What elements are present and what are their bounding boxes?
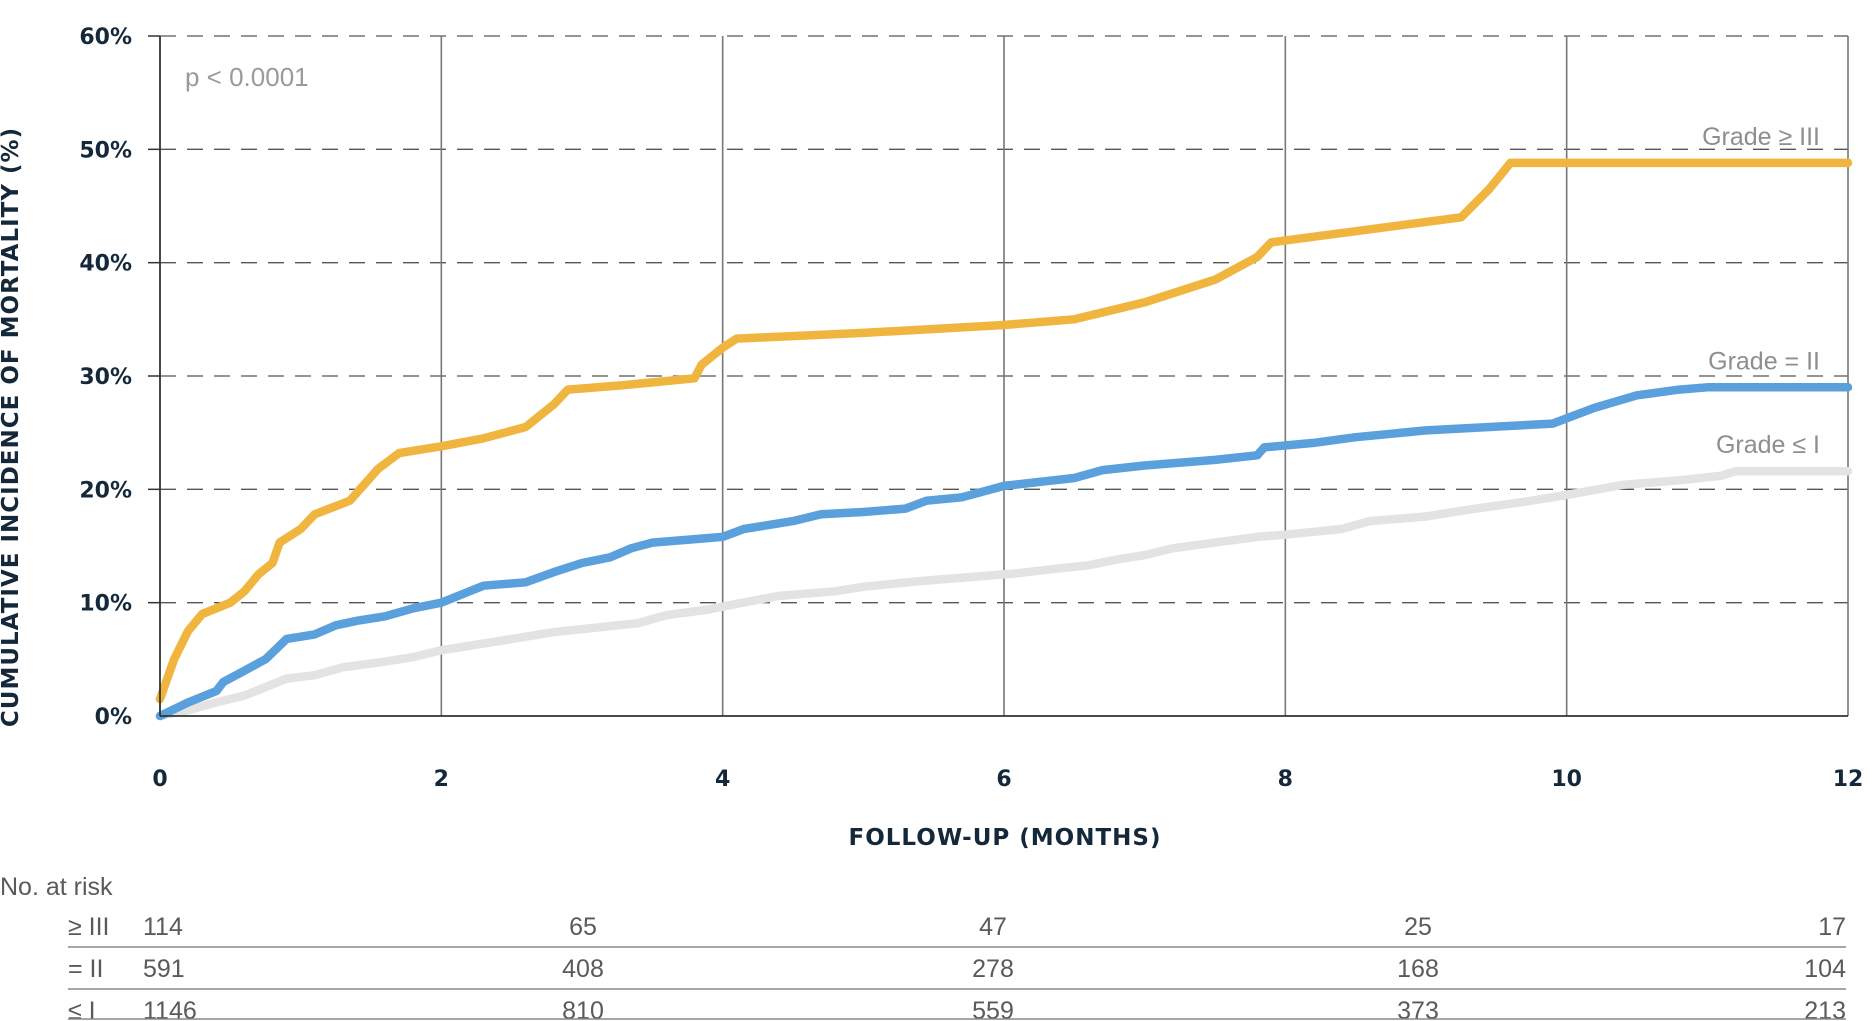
y-tick-label: 0% — [95, 705, 132, 730]
y-tick-label: 20% — [79, 478, 132, 503]
series-label-0: Grade ≥ III — [1702, 123, 1820, 151]
y-tick-label: 60% — [79, 25, 132, 50]
risk-cell: 1146 — [143, 997, 197, 1021]
x-tick-label: 10 — [1551, 767, 1582, 792]
risk-cell: 213 — [1804, 997, 1846, 1021]
risk-cell: 25 — [1404, 913, 1432, 941]
x-tick-label: 6 — [996, 767, 1011, 792]
axes: 0% 10% 20% 30% 40% 50% 60% 0 2 4 6 8 10 12 — [79, 25, 1863, 792]
risk-cell: 408 — [562, 955, 604, 983]
risk-row-label: ≥ III — [68, 913, 110, 941]
x-axis-title: FOLLOW-UP (MONTHS) — [849, 825, 1162, 851]
x-tick-label: 4 — [715, 767, 730, 792]
x-tick-label: 8 — [1278, 767, 1293, 792]
series-line-1 — [155, 383, 1853, 721]
risk-row-label: ≤ I — [68, 997, 96, 1021]
series-label-2: Grade ≤ I — [1716, 431, 1820, 459]
y-axis-title: CUMULATIVE INCIDENCE OF MORTALITY (%) — [0, 127, 24, 727]
y-tick-label: 50% — [79, 138, 132, 163]
x-tick-label: 0 — [152, 767, 167, 792]
risk-cell: 278 — [972, 955, 1014, 983]
risk-cell: 104 — [1804, 955, 1846, 983]
x-tick-label: 2 — [434, 767, 449, 792]
y-tick-label: 10% — [79, 592, 132, 617]
risk-cell: 591 — [143, 955, 185, 983]
y-tick-label: 40% — [79, 252, 132, 277]
risk-cell: 810 — [562, 997, 604, 1021]
risk-cell: 17 — [1818, 913, 1846, 941]
series-lines — [155, 158, 1853, 721]
grid — [160, 35, 1849, 716]
x-tick-label: 12 — [1833, 767, 1864, 792]
risk-cell: 373 — [1397, 997, 1439, 1021]
series-labels: Grade ≥ III Grade = II Grade ≤ I — [1702, 123, 1820, 459]
y-tick-label: 30% — [79, 365, 132, 390]
p-value-annotation: p < 0.0001 — [185, 62, 309, 92]
risk-cell: 65 — [569, 913, 597, 941]
risk-cell: 114 — [143, 913, 183, 941]
risk-table: No. at risk ≥ III 114 65 47 25 17 = II 591 408 278… — [0, 873, 1846, 1021]
series-line-2 — [155, 466, 1853, 721]
risk-row-label: = II — [68, 955, 103, 983]
risk-cell: 559 — [972, 997, 1014, 1021]
risk-table-header: No. at risk — [0, 873, 113, 901]
risk-cell: 168 — [1397, 955, 1439, 983]
series-label-1: Grade = II — [1708, 347, 1820, 375]
risk-cell: 47 — [979, 913, 1007, 941]
series-line-0 — [155, 158, 1853, 704]
